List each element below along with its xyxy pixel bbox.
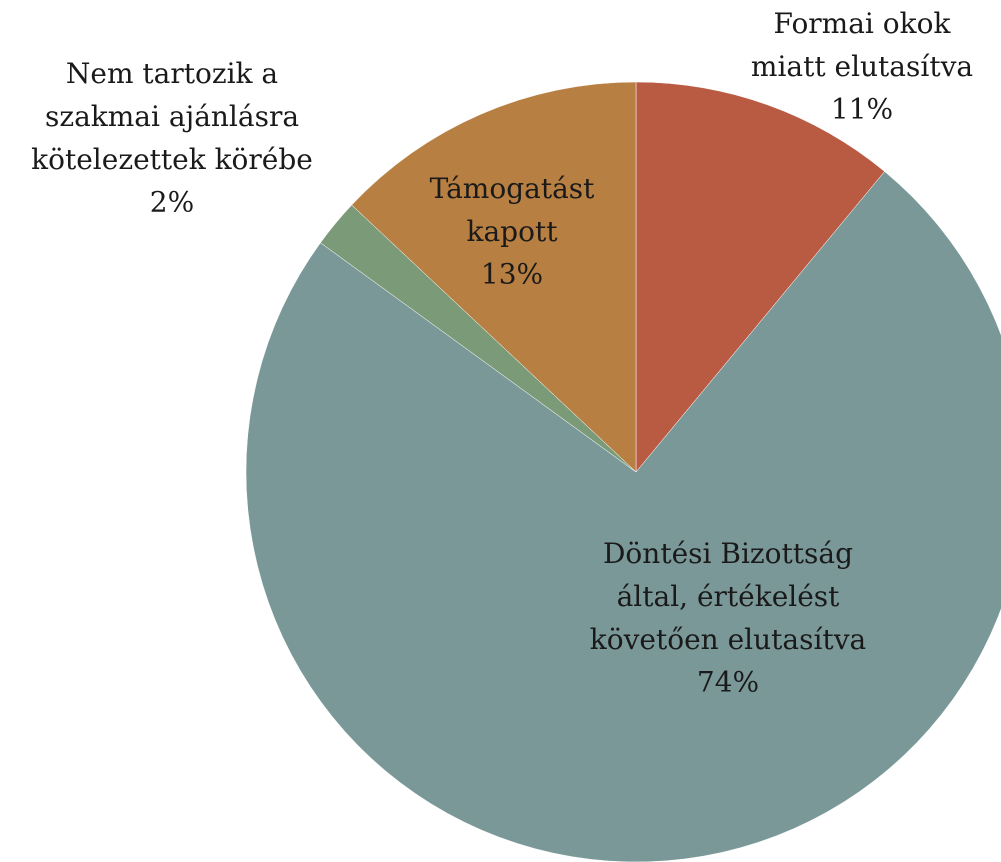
label-line: Nem tartozik a <box>66 57 278 90</box>
pie-slice <box>351 81 637 473</box>
label-line: szakmai ajánlásra <box>45 100 299 133</box>
pie-slice <box>635 81 885 473</box>
value-label: 11% <box>831 93 893 126</box>
slice-label: Formai okok miatt elutasítva <box>751 7 973 83</box>
slice-label: Döntési Bizottság által, értékelést követő… <box>590 537 866 656</box>
label-line: által, értékelést <box>617 580 841 613</box>
slice-label: Nem tartozik a szakmai ajánlásra kötelezet… <box>31 57 313 176</box>
value-label: 2% <box>150 186 194 219</box>
pie-slice <box>245 171 1001 862</box>
label-line: kötelezettek körébe <box>31 143 313 176</box>
label-line: Támogatást <box>430 172 596 205</box>
slice-label: Támogatást kapott <box>430 172 596 248</box>
label-line: követően elutasítva <box>590 623 866 656</box>
label-line: Formai okok <box>774 7 952 40</box>
label-line: Döntési Bizottság <box>603 537 853 570</box>
value-label: 13% <box>481 258 543 291</box>
label-line: kapott <box>467 215 559 248</box>
value-label: 74% <box>697 666 759 699</box>
label-line: miatt elutasítva <box>751 50 973 83</box>
